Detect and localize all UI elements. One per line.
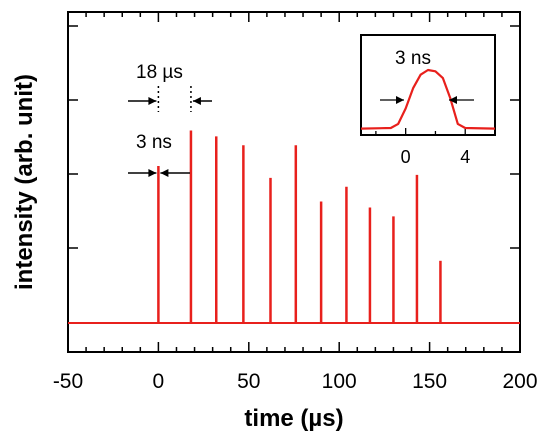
inset-series [360,68,496,130]
inset-arrowhead-right [449,96,457,104]
x-axis-title: time (µs) [244,405,343,432]
x-tick-label: 50 [237,370,260,393]
x-tick-label: 150 [412,370,447,393]
x-tick-label: -50 [53,370,83,393]
x-tick-label: 200 [502,370,537,393]
inset-arrowhead-left [396,96,404,104]
x-tick-label: 0 [153,370,165,393]
inset-pulse-profile [360,68,496,130]
width-arrowhead-left [148,169,157,177]
y-axis-title: intensity (arb. unit) [11,74,38,290]
inset-x-tick-label: 0 [401,147,411,167]
series-group [68,130,520,324]
width-arrowhead-right [160,169,169,177]
x-tick-label: 100 [322,370,357,393]
inset-title: 3 ns [395,48,431,69]
main-ticks [67,12,521,352]
spacing-arrowhead-right [192,97,201,105]
plot-frame [67,11,521,353]
inset-ticks [375,128,466,135]
inset-frame [360,34,496,136]
x-tick-labels: -50 0 50 100 150 200 [53,370,538,393]
annotations: 18 µs 3 ns [128,62,212,177]
spacing-arrowhead-left [148,97,157,105]
inset-x-tick-label: 4 [460,147,470,167]
spacing-label: 18 µs [136,62,183,83]
width-label: 3 ns [136,132,172,153]
